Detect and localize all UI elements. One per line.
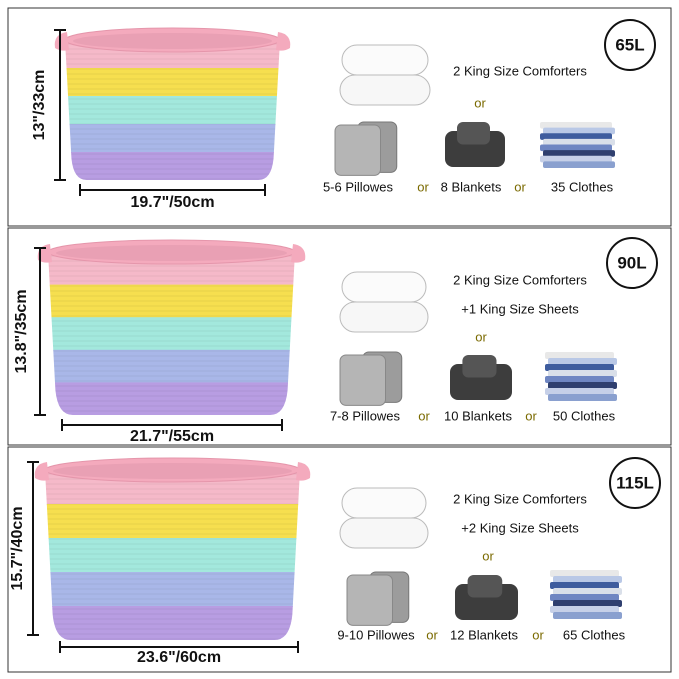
- handle: [276, 32, 291, 51]
- basket: [48, 252, 295, 415]
- clothes-layer: [553, 600, 622, 607]
- basket-stripe: [65, 68, 280, 97]
- clothes-layer: [545, 376, 614, 383]
- pillow: [339, 354, 386, 406]
- clothes-layer: [543, 138, 615, 146]
- clothes-layer: [553, 588, 622, 595]
- basket-stripe: [65, 96, 280, 125]
- clothes-layer: [540, 155, 612, 163]
- height-label: 13.8"/35cm: [13, 289, 30, 373]
- item-text: 12 Blankets: [450, 627, 518, 642]
- pillow: [346, 574, 393, 626]
- basket-stripe: [65, 152, 280, 180]
- item-text: 35 Clothes: [551, 179, 614, 194]
- capacity-label: 90L: [617, 253, 646, 272]
- clothes-layer: [550, 582, 619, 589]
- or-text: or: [514, 179, 526, 194]
- capacity-badge: [609, 457, 661, 509]
- clothes-layer: [550, 570, 619, 577]
- handle: [291, 244, 306, 263]
- handle: [54, 32, 69, 51]
- comforter-text: +2 King Size Sheets: [461, 520, 579, 535]
- capacity-badge: [606, 237, 658, 289]
- comforter: [341, 44, 429, 76]
- clothes-layer: [548, 382, 617, 389]
- comforter-text: 2 King Size Comforters: [453, 63, 587, 78]
- pillow: [334, 124, 381, 176]
- clothes-layer: [550, 606, 619, 613]
- clothes-layer: [545, 364, 614, 371]
- clothes-layer: [540, 122, 612, 129]
- clothes-layer: [543, 150, 615, 157]
- or-text: or: [426, 627, 438, 642]
- clothes-layer: [543, 161, 615, 168]
- width-label: 21.7"/55cm: [130, 428, 214, 445]
- basket-stripe: [45, 572, 300, 607]
- height-label: 15.7"/40cm: [9, 506, 26, 590]
- basket-stripe: [48, 317, 295, 351]
- item-text: 50 Clothes: [553, 408, 616, 423]
- item-text: 5-6 Pillowes: [323, 179, 394, 194]
- blanket: [462, 355, 497, 378]
- item-text: 8 Blankets: [441, 179, 502, 194]
- blanket: [457, 122, 490, 145]
- comforter-text: 2 King Size Comforters: [453, 491, 587, 506]
- comforter: [339, 301, 429, 333]
- comforter: [339, 517, 429, 549]
- basket-stripe: [65, 124, 280, 153]
- clothes-layer: [540, 133, 612, 140]
- height-label: 13"/33cm: [31, 70, 48, 141]
- basket-stripe: [45, 606, 300, 640]
- clothes-layer: [550, 594, 619, 601]
- or-text: or: [417, 179, 429, 194]
- basket-inside: [53, 463, 292, 479]
- item-text: 10 Blankets: [444, 408, 512, 423]
- or-text: or: [532, 627, 544, 642]
- clothes-layer: [553, 576, 622, 583]
- clothes-layer: [540, 144, 612, 152]
- or-text: or: [418, 408, 430, 423]
- basket-stripe: [45, 538, 300, 573]
- comforter: [341, 487, 427, 519]
- width-label: 23.6"/60cm: [137, 649, 221, 666]
- width-label: 19.7"/50cm: [130, 194, 214, 211]
- basket-stripe: [48, 382, 295, 415]
- basket-inside: [56, 245, 287, 261]
- basket: [45, 470, 300, 640]
- clothes-layer: [545, 352, 614, 359]
- handle: [296, 462, 311, 481]
- comforter-text: +1 King Size Sheets: [461, 301, 579, 316]
- capacity-badge: [604, 19, 656, 71]
- basket: [65, 40, 280, 180]
- clothes-layer: [548, 370, 617, 377]
- blanket: [467, 575, 503, 598]
- clothes-layer: [553, 612, 622, 619]
- clothes-layer: [548, 394, 617, 401]
- basket-stripe: [48, 284, 295, 319]
- comforter: [339, 74, 431, 106]
- comforter-text: 2 King Size Comforters: [453, 272, 587, 287]
- basket-inside: [73, 33, 272, 49]
- basket-stripe: [45, 504, 300, 539]
- or-text: or: [482, 548, 494, 563]
- clothes-layer: [548, 358, 617, 365]
- clothes-layer: [543, 127, 615, 135]
- capacity-label: 115L: [616, 473, 654, 492]
- item-text: 7-8 Pillowes: [330, 408, 401, 423]
- handle: [34, 462, 49, 481]
- item-text: 65 Clothes: [563, 627, 626, 642]
- clothes-layer: [545, 388, 614, 395]
- or-text: or: [475, 329, 487, 344]
- item-text: 9-10 Pillowes: [337, 627, 415, 642]
- or-text: or: [474, 95, 486, 110]
- comforter: [341, 271, 427, 303]
- or-text: or: [525, 408, 537, 423]
- basket-stripe: [48, 349, 295, 384]
- capacity-label: 65L: [615, 35, 644, 54]
